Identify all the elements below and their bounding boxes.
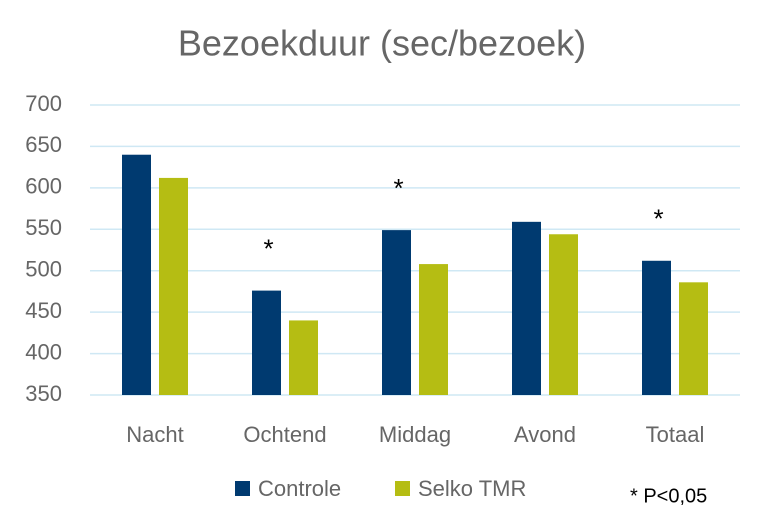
bar — [382, 230, 411, 395]
legend-label: Controle — [258, 476, 341, 501]
footnote: * P<0,05 — [630, 485, 707, 507]
legend-swatch — [235, 481, 250, 496]
y-tick-label: 500 — [25, 257, 62, 282]
bar — [122, 154, 151, 395]
bar — [252, 290, 281, 395]
x-tick-label: Avond — [514, 422, 576, 447]
bar — [289, 320, 318, 395]
y-tick-label: 650 — [25, 132, 62, 157]
bar — [512, 221, 541, 395]
bar — [159, 177, 188, 395]
x-tick-label: Totaal — [646, 422, 705, 447]
y-tick-label: 550 — [25, 215, 62, 240]
bar — [679, 282, 708, 395]
y-tick-label: 600 — [25, 174, 62, 199]
y-tick-label: 350 — [25, 381, 62, 406]
legend-swatch — [395, 481, 410, 496]
bar — [549, 234, 578, 395]
x-tick-label: Ochtend — [243, 422, 326, 447]
y-tick-label: 400 — [25, 339, 62, 364]
significance-marker: * — [393, 173, 403, 203]
y-tick-label: 450 — [25, 298, 62, 323]
chart-title: Bezoekduur (sec/bezoek) — [178, 23, 586, 64]
bar — [642, 260, 671, 395]
x-tick-label: Nacht — [126, 422, 183, 447]
significance-marker: * — [653, 204, 663, 234]
bar — [419, 264, 448, 395]
x-tick-label: Middag — [379, 422, 451, 447]
legend-label: Selko TMR — [418, 476, 526, 501]
y-tick-label: 700 — [25, 91, 62, 116]
significance-marker: * — [263, 233, 273, 263]
